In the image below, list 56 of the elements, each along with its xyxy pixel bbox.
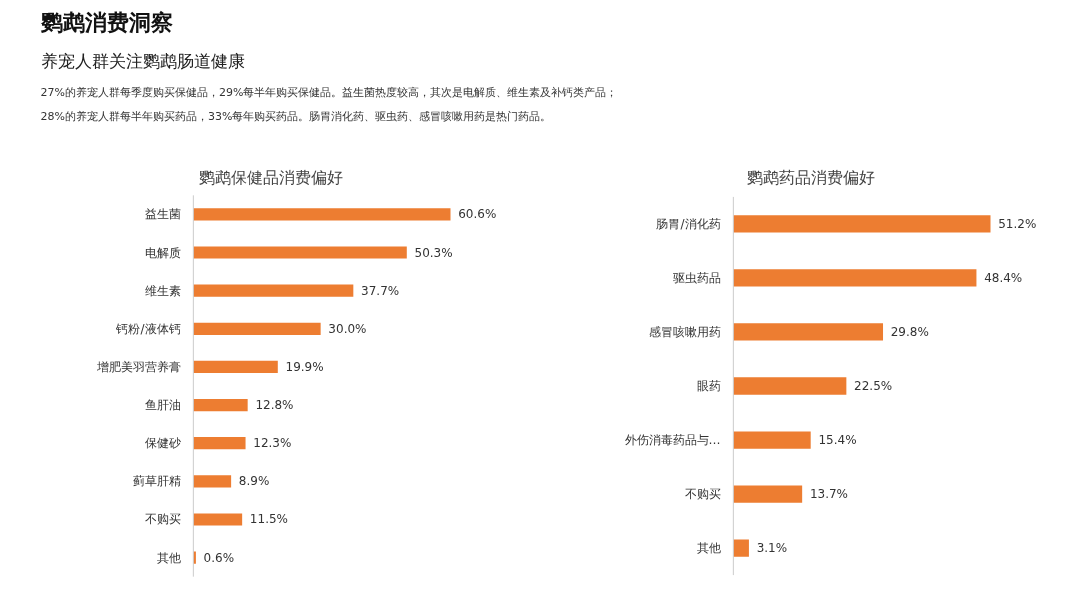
bar (733, 269, 977, 287)
data-label: 8.9% (238, 474, 270, 489)
data-label: 48.4% (984, 270, 1023, 285)
bar (193, 513, 243, 526)
data-label: 19.9% (285, 359, 324, 374)
y-tick-label: 肠胃/消化药 (656, 216, 721, 231)
y-tick-label: 外伤消毒药品与… (624, 433, 721, 448)
data-label: 50.3% (414, 245, 453, 260)
y-tick-label: 保健砂 (144, 436, 181, 451)
bar (193, 360, 278, 374)
bar (193, 208, 451, 221)
chart-title: 鹦鹉药品消费偏好 (746, 167, 875, 187)
text: 养宠人群关注鹦鹉肠道健康 (40, 50, 245, 71)
text: 鹦鹉消费洞察 (39, 10, 173, 35)
data-label: 60.6% (458, 207, 497, 222)
bar (193, 437, 246, 450)
bar (193, 322, 321, 335)
y-tick-label: 感冒咳嗽用药 (648, 324, 721, 339)
y-tick-label: 益生菌 (144, 207, 181, 222)
bar (193, 284, 354, 297)
y-tick-label: 不购买 (684, 487, 721, 502)
bar (193, 398, 248, 412)
bar (733, 377, 847, 395)
bar (733, 539, 749, 557)
data-label: 12.3% (253, 436, 292, 451)
data-label: 22.5% (854, 379, 893, 393)
data-label: 29.8% (890, 324, 929, 339)
text: 28%的养宠人群每半年购买药品，33%每年购买药品。肠胃消化药、驱虫药、感冒咳嗽用药是热门药品。 (40, 110, 552, 123)
text: 27%的养宠人群每季度购买保健品，29%每半年购买保健品。益生菌热度较高，其次是电解质、维生素及补钙类产品； (40, 86, 618, 99)
bar (733, 485, 803, 503)
y-tick-label: 增肥美羽营养膏 (95, 359, 181, 374)
y-tick-label: 不购买 (144, 512, 181, 527)
bar (733, 215, 991, 233)
data-label: 30.0% (328, 321, 367, 336)
data-label: 51.2% (998, 216, 1037, 231)
y-tick-label: 其他 (696, 541, 721, 556)
bar (733, 323, 884, 341)
data-label: 13.7% (809, 487, 848, 502)
y-tick-label: 其他 (156, 550, 181, 565)
bar (733, 431, 811, 449)
bar (193, 475, 232, 488)
data-label: 37.7% (361, 283, 400, 298)
y-tick-label: 眼药 (696, 379, 721, 393)
y-tick-label: 驱虫药品 (672, 270, 721, 285)
y-tick-label: 维生素 (144, 283, 181, 298)
data-label: 3.1% (756, 541, 788, 556)
data-label: 0.6% (203, 550, 235, 565)
y-tick-label: 鱼肝油 (144, 398, 181, 413)
y-tick-label: 钙粉/液体钙 (115, 321, 181, 336)
data-label: 12.8% (255, 398, 294, 413)
bar (193, 246, 407, 259)
y-tick-label: 蓟草肝精 (132, 474, 181, 489)
y-tick-label: 电解质 (144, 245, 181, 260)
data-label: 11.5% (249, 512, 288, 527)
chart-title: 鹦鹉保健品消费偏好 (198, 167, 343, 187)
data-label: 15.4% (818, 433, 857, 448)
